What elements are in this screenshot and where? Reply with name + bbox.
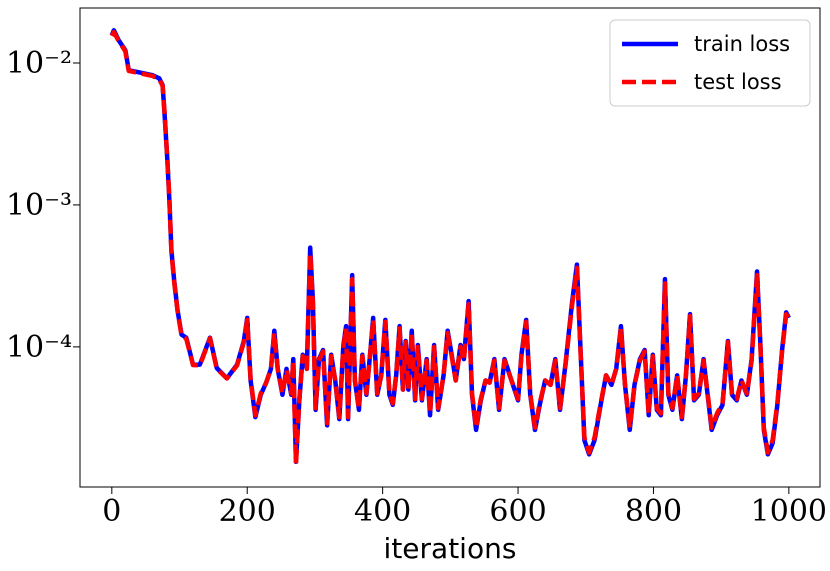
legend-box: [609, 19, 811, 107]
x-tick-label: 200: [219, 494, 276, 529]
plot-frame: [79, 7, 821, 488]
x-tick-label: 1000: [751, 494, 827, 529]
series-line: [109, 29, 791, 467]
x-tick-label: 600: [489, 494, 546, 529]
legend-label: test loss: [694, 70, 782, 94]
legend-label: train loss: [694, 32, 790, 56]
y-tick-label: 10⁻⁴: [6, 330, 72, 365]
x-axis-label: iterations: [384, 532, 517, 565]
x-tick-label: 0: [102, 494, 121, 529]
x-tick-label: 800: [625, 494, 682, 529]
y-tick-label: 10⁻³: [6, 188, 72, 223]
x-tick-label: 400: [354, 494, 411, 529]
y-tick-label: 10⁻²: [6, 46, 72, 81]
